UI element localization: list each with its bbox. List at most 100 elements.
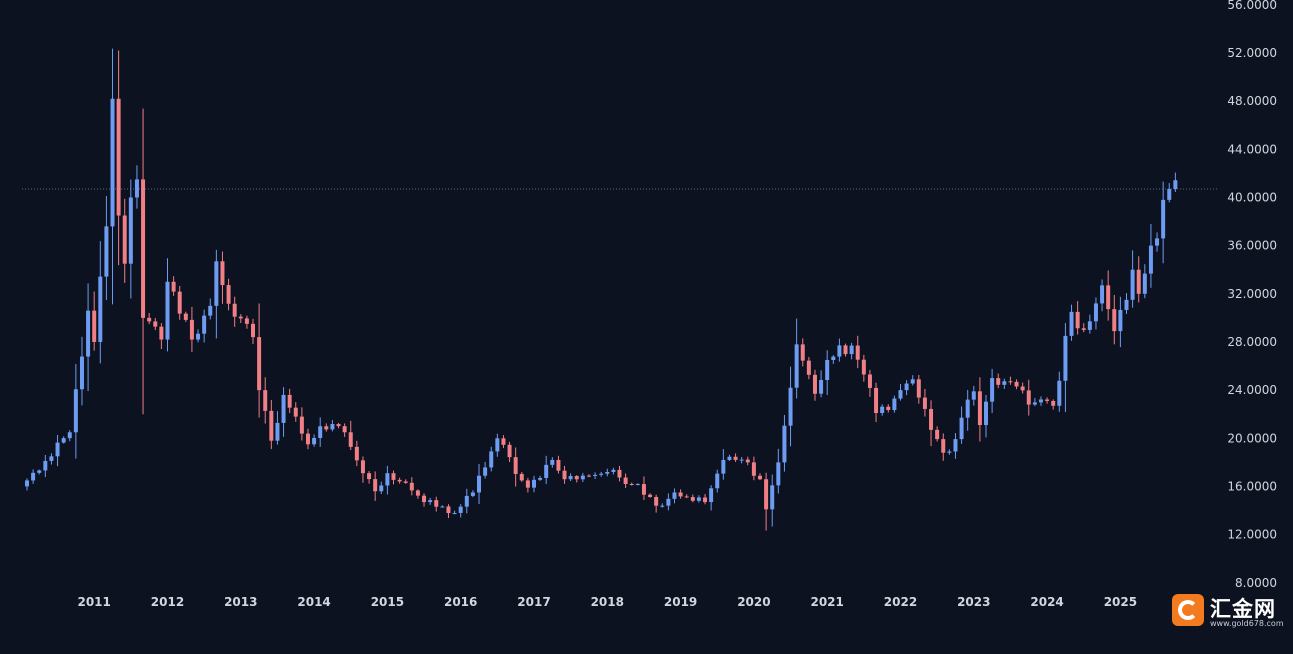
candle: [916, 374, 921, 404]
candle: [874, 382, 879, 423]
candle: [354, 440, 359, 467]
candle: [709, 485, 714, 511]
candle-body: [501, 438, 506, 445]
candle: [580, 472, 585, 483]
candle-body: [1161, 199, 1166, 239]
candle-body: [1081, 328, 1086, 330]
candle: [220, 251, 225, 304]
candle: [556, 455, 561, 474]
candle: [183, 311, 188, 322]
candle-body: [379, 485, 384, 492]
candle-body: [947, 451, 952, 453]
candle: [800, 338, 805, 367]
candle: [947, 449, 952, 455]
candle: [1173, 172, 1178, 192]
candle: [98, 241, 103, 364]
candle-body: [202, 315, 207, 334]
candle-body: [232, 303, 237, 317]
candle-body: [31, 472, 36, 481]
candle-body: [831, 356, 836, 361]
candle-body: [641, 484, 646, 495]
candle: [61, 436, 66, 444]
candle: [965, 389, 970, 431]
candle-body: [562, 470, 567, 480]
candle: [55, 434, 60, 467]
candle-body: [25, 480, 29, 487]
candle: [1093, 297, 1098, 330]
candle-body: [183, 313, 188, 320]
candle: [617, 465, 622, 482]
candle: [538, 475, 543, 481]
candle-body: [696, 497, 701, 501]
candle: [745, 456, 750, 466]
candle: [1075, 301, 1080, 335]
candle: [1112, 294, 1117, 345]
candle: [1002, 378, 1007, 389]
candle-body: [1026, 390, 1031, 405]
candle-body: [678, 492, 683, 497]
candle: [898, 383, 903, 401]
candle: [263, 377, 268, 424]
candle-body: [1118, 309, 1123, 332]
candle-body: [922, 397, 927, 409]
y-tick-label: 8.0000: [1235, 576, 1277, 590]
candle-body: [825, 360, 830, 381]
candle: [1148, 223, 1153, 288]
candle: [941, 433, 946, 461]
candle: [342, 423, 347, 437]
candle: [330, 420, 335, 432]
candle: [397, 477, 402, 484]
candle-body: [880, 406, 885, 413]
candle-body: [305, 433, 310, 445]
candle-body: [666, 498, 671, 506]
candle: [1124, 293, 1129, 314]
candle: [806, 357, 811, 380]
candle-body: [477, 475, 482, 493]
x-tick-label: 2017: [517, 595, 550, 609]
watermark: 汇金网 www.gold678.com: [1170, 592, 1288, 632]
candle: [104, 195, 109, 300]
candle: [483, 461, 488, 479]
candle: [360, 456, 365, 483]
y-tick-label: 44.0000: [1227, 142, 1277, 156]
candle: [1130, 250, 1135, 308]
candle-body: [996, 378, 1001, 385]
candle-body: [660, 505, 665, 507]
candle: [31, 469, 36, 484]
candle-body: [605, 472, 610, 474]
candle: [110, 48, 115, 305]
candle-body: [147, 317, 152, 322]
candle-body: [910, 379, 915, 384]
candle-body: [593, 474, 598, 476]
y-tick-label: 40.0000: [1227, 190, 1277, 204]
candle: [550, 457, 555, 468]
candle-body: [812, 374, 817, 394]
y-tick-label: 20.0000: [1227, 431, 1277, 445]
candle-body: [354, 446, 359, 461]
candle: [244, 315, 249, 329]
y-tick-label: 32.0000: [1227, 287, 1277, 301]
candle-body: [110, 98, 115, 227]
candle: [819, 370, 824, 398]
candle-body: [165, 281, 170, 340]
candle-body: [208, 305, 213, 316]
candle: [1136, 256, 1141, 303]
candle: [721, 449, 726, 480]
candle: [1032, 398, 1037, 407]
candle: [1038, 396, 1043, 406]
candle-body: [867, 374, 872, 388]
candle-body: [348, 432, 353, 447]
candle: [196, 329, 201, 343]
candle-body: [312, 437, 317, 445]
candle-body: [745, 459, 750, 463]
candle-body: [1130, 269, 1135, 300]
x-tick-label: 2011: [77, 595, 110, 609]
candle-body: [654, 496, 659, 506]
candle-body: [733, 456, 738, 460]
candle: [782, 415, 787, 472]
candle-body: [751, 462, 756, 476]
candle: [696, 495, 701, 503]
candle: [1100, 279, 1105, 312]
candle: [477, 464, 482, 505]
candle-body: [415, 490, 420, 496]
